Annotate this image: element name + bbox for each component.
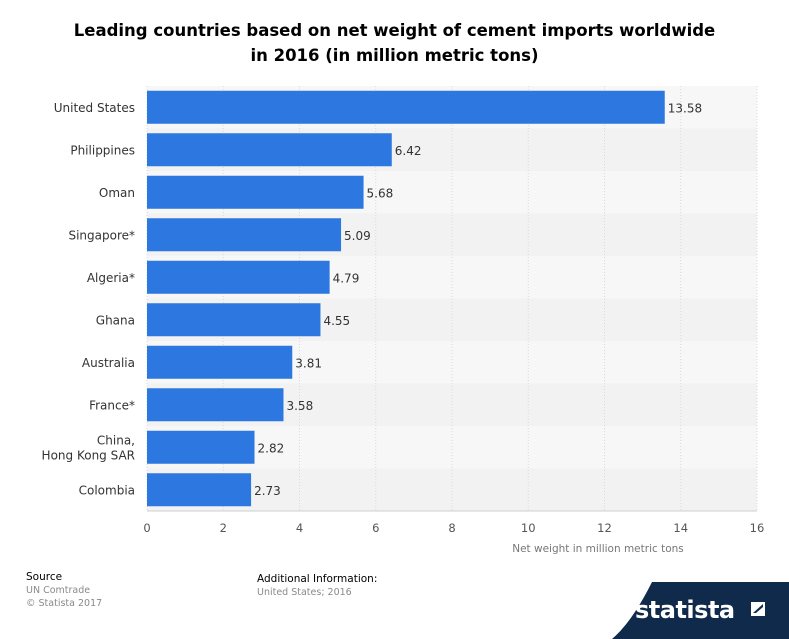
category-label: Singapore*: [68, 228, 135, 242]
x-tick-label: 0: [143, 521, 150, 535]
category-label: United States: [54, 101, 135, 115]
x-axis-title: Net weight in million metric tons: [512, 543, 684, 555]
bar: [147, 345, 293, 379]
category-label: Philippines: [70, 143, 135, 157]
additional-info-line: United States; 2016: [257, 587, 352, 598]
source-line-1: UN Comtrade: [26, 585, 91, 596]
category-label: France*: [89, 398, 135, 412]
data-label: 3.81: [295, 356, 322, 370]
additional-info-label: Additional Information:: [257, 573, 378, 585]
statista-brand-banner[interactable]: [612, 582, 789, 639]
statista-logo-icon: [751, 602, 765, 616]
bar: [147, 175, 364, 209]
x-tick-label: 12: [597, 521, 612, 535]
source-label: Source: [26, 571, 63, 583]
data-label: 4.79: [333, 271, 360, 285]
bar: [147, 388, 284, 422]
data-label: 6.42: [395, 144, 422, 158]
bar-chart: 0 2 4 6 8 10 12 14 16 13.58 United States 6.42 Phili…: [42, 86, 765, 555]
chart-title-line-1: Leading countries based on net weight of…: [73, 21, 716, 40]
category-label-line: Hong Kong SAR: [42, 448, 135, 462]
data-label: 2.73: [254, 484, 281, 498]
bar: [147, 90, 665, 124]
category-label: Colombia: [79, 483, 135, 497]
chart-title-line-2: in 2016 (in million metric tons): [250, 46, 539, 65]
data-label: 13.58: [668, 101, 702, 115]
category-label-line: Oman: [99, 186, 135, 200]
bar: [147, 133, 392, 167]
category-label-line: United States: [54, 101, 135, 115]
data-label: 3.58: [286, 399, 313, 413]
chart-title: Leading countries based on net weight of…: [0, 18, 789, 68]
category-label-line: Australia: [82, 356, 135, 370]
category-label-line: Singapore*: [68, 228, 135, 242]
x-tick-label: 2: [220, 521, 227, 535]
bar: [147, 260, 330, 294]
additional-info-block: Additional Information: United States; 2…: [257, 573, 377, 599]
category-label-line: Philippines: [70, 143, 135, 157]
bar: [147, 473, 252, 507]
category-label-line: Colombia: [79, 483, 135, 497]
bar: [147, 303, 321, 337]
source-block: Source UN Comtrade © Statista 2017: [26, 571, 102, 610]
data-label: 5.68: [367, 186, 394, 200]
data-label: 2.82: [258, 441, 285, 455]
statista-wordmark: statista: [635, 596, 735, 624]
bar: [147, 430, 255, 464]
category-label: China, Hong Kong SAR: [42, 433, 135, 462]
x-tick-label: 16: [750, 521, 765, 535]
category-label-line: China,: [97, 433, 135, 447]
x-tick-label: 4: [296, 521, 303, 535]
bar: [147, 218, 342, 252]
category-label: Oman: [99, 186, 135, 200]
data-label: 5.09: [344, 229, 371, 243]
x-tick-label: 8: [448, 521, 455, 535]
x-tick-label: 14: [673, 521, 688, 535]
category-label-line: Algeria*: [87, 271, 135, 285]
category-label: Australia: [82, 356, 135, 370]
category-label: Algeria*: [87, 271, 135, 285]
x-tick-label: 10: [521, 521, 536, 535]
category-label: Ghana: [96, 313, 135, 327]
category-label-line: France*: [89, 398, 135, 412]
source-line-2: © Statista 2017: [26, 598, 103, 609]
x-tick-label: 6: [372, 521, 379, 535]
data-label: 4.55: [323, 314, 350, 328]
category-label-line: Ghana: [96, 313, 135, 327]
